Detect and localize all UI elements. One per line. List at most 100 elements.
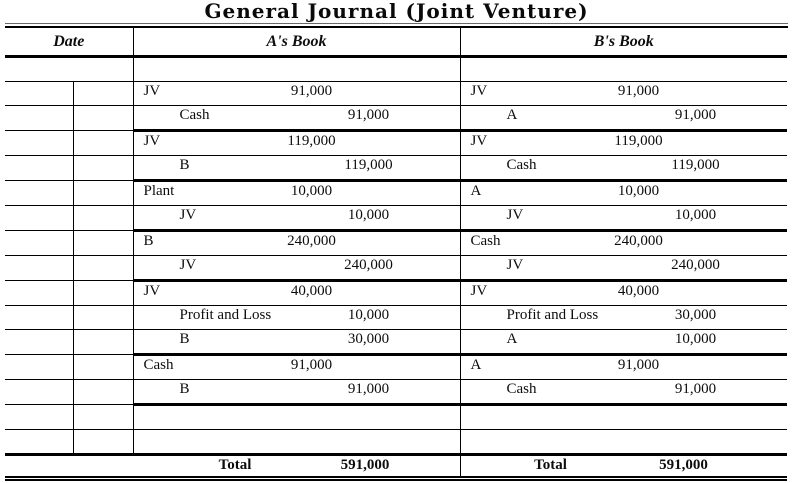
journal-row: JV 10,000 JV 10,000 — [5, 205, 788, 232]
date-cell — [72, 354, 134, 380]
date-cell — [5, 379, 73, 405]
journal-row: B 119,000 Cash 119,000 — [5, 155, 788, 182]
account-name: A — [506, 331, 518, 347]
book-cell — [459, 56, 788, 82]
book-cell — [459, 429, 788, 456]
date-cell — [72, 280, 134, 306]
credit-amount: 30,000 — [674, 307, 717, 323]
debit-amount: 40,000 — [617, 283, 660, 299]
credit-amount: 10,000 — [674, 207, 717, 223]
account-name: JV — [470, 283, 488, 299]
book-cell: JV 240,000 — [132, 255, 461, 282]
account-name: Plant — [143, 183, 175, 199]
debit-amount: 91,000 — [617, 83, 660, 99]
account-name: A — [470, 183, 482, 199]
book-cell: Cash 91,000 — [132, 354, 461, 380]
book-cell: JV 10,000 — [459, 205, 788, 232]
account-name: JV — [143, 133, 161, 149]
date-cell — [5, 105, 73, 131]
book-cell: JV 40,000 — [132, 280, 461, 306]
account-name: Cash — [506, 381, 537, 397]
book-cell — [132, 429, 461, 456]
account-name: JV — [506, 207, 524, 223]
title-underline — [5, 23, 788, 28]
book-cell: JV 91,000 — [459, 81, 788, 106]
account-name: Profit and Loss — [506, 307, 599, 323]
account-name: Cash — [143, 357, 174, 373]
debit-amount: 91,000 — [290, 357, 333, 373]
journal-row: Plant 10,000 A 10,000 — [5, 180, 788, 206]
date-cell — [72, 305, 134, 330]
journal-row: Cash 91,000 A 91,000 — [5, 354, 788, 380]
book-cell: JV 119,000 — [132, 130, 461, 156]
credit-amount: 10,000 — [347, 207, 390, 223]
book-cell: A 10,000 — [459, 180, 788, 206]
credit-amount: 240,000 — [671, 257, 720, 273]
account-name: B — [179, 381, 190, 397]
debit-amount: 10,000 — [617, 183, 660, 199]
book-cell: B 30,000 — [132, 329, 461, 356]
date-cell — [5, 354, 73, 380]
journal-table: Date A's Book B's Book JV 91,000 JV 91,000 C… — [5, 28, 788, 481]
date-cell — [72, 255, 134, 281]
book-cell: Cash 91,000 — [459, 379, 788, 406]
debit-amount: 240,000 — [287, 233, 336, 249]
book-cell: JV 119,000 — [459, 130, 788, 156]
account-name: A — [506, 107, 518, 123]
date-cell — [5, 404, 73, 430]
debit-amount: 240,000 — [614, 233, 663, 249]
book-cell: Profit and Loss 30,000 — [459, 305, 788, 330]
account-name: JV — [506, 257, 524, 273]
account-name: B — [179, 157, 190, 173]
date-cell — [5, 130, 73, 156]
header-row: Date A's Book B's Book — [5, 28, 788, 58]
debit-amount: 40,000 — [290, 283, 333, 299]
journal-row: JV 119,000 JV 119,000 — [5, 130, 788, 156]
debit-amount: 91,000 — [290, 83, 333, 99]
date-cell — [5, 280, 73, 306]
book-cell: JV 91,000 — [132, 81, 461, 106]
credit-amount: 91,000 — [674, 107, 717, 123]
debit-amount: 119,000 — [287, 133, 336, 149]
date-cell — [5, 329, 73, 355]
book-cell: Cash 119,000 — [459, 155, 788, 182]
date-cell — [72, 230, 134, 256]
date-cell — [72, 379, 134, 405]
date-cell — [5, 429, 73, 456]
book-cell: Plant 10,000 — [132, 180, 461, 206]
date-cell — [5, 81, 73, 106]
credit-amount: 119,000 — [344, 157, 393, 173]
book-cell — [459, 404, 788, 430]
date-cell — [72, 155, 134, 181]
column-header-a-book: A's Book — [132, 28, 461, 58]
credit-amount: 10,000 — [674, 331, 717, 347]
date-cell — [72, 404, 134, 430]
date-cell — [72, 205, 134, 231]
date-cell — [5, 56, 134, 82]
account-name: B — [143, 233, 154, 249]
date-cell — [5, 205, 73, 231]
account-name: JV — [143, 283, 161, 299]
credit-amount: 91,000 — [347, 381, 390, 397]
journal-row: Profit and Loss 10,000 Profit and Loss 30,0… — [5, 305, 788, 330]
credit-amount: 91,000 — [347, 107, 390, 123]
date-cell — [5, 305, 73, 330]
total-row: Total 591,000 Total 591,000 — [5, 454, 788, 481]
total-amount-a: 591,000 — [340, 457, 390, 473]
total-label-b: Total — [534, 457, 567, 473]
debit-amount: 10,000 — [290, 183, 333, 199]
book-cell: A 10,000 — [459, 329, 788, 356]
book-cell: JV 240,000 — [459, 255, 788, 282]
book-cell: A 91,000 — [459, 105, 788, 132]
debit-amount: 119,000 — [614, 133, 663, 149]
journal-row: Cash 91,000 A 91,000 — [5, 105, 788, 132]
empty-row — [5, 404, 788, 430]
date-cell — [5, 230, 73, 256]
journal-rows: JV 91,000 JV 91,000 Cash 91,000 A 91,000 JV 119,0… — [5, 56, 788, 456]
debit-amount: 91,000 — [617, 357, 660, 373]
account-name: Profit and Loss — [179, 307, 272, 323]
date-cell — [72, 130, 134, 156]
book-cell: JV 40,000 — [459, 280, 788, 306]
date-cell — [72, 329, 134, 355]
